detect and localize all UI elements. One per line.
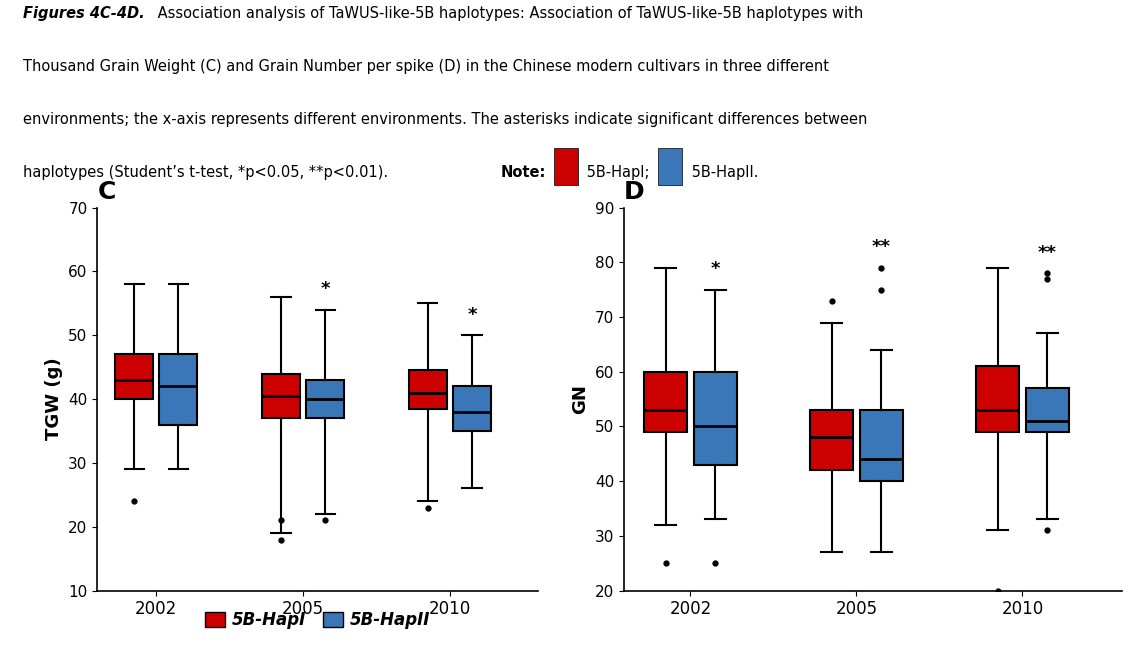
PathPatch shape — [262, 374, 300, 419]
Legend: 5B-HapI, 5B-HapII: 5B-HapI, 5B-HapII — [199, 604, 436, 635]
Text: D: D — [624, 180, 645, 204]
PathPatch shape — [306, 380, 345, 419]
PathPatch shape — [694, 372, 737, 465]
FancyBboxPatch shape — [658, 148, 682, 186]
Text: **: ** — [871, 238, 891, 256]
Y-axis label: TGW (g): TGW (g) — [45, 358, 63, 441]
PathPatch shape — [159, 354, 197, 424]
Text: Thousand Grain Weight (C) and Grain Number per spike (D) in the Chinese modern c: Thousand Grain Weight (C) and Grain Numb… — [23, 59, 829, 74]
Y-axis label: GN: GN — [571, 384, 590, 414]
PathPatch shape — [810, 410, 853, 471]
Text: environments; the x-axis represents different environments. The asterisks indica: environments; the x-axis represents diff… — [23, 112, 867, 127]
Text: 5B-HapII.: 5B-HapII. — [687, 165, 758, 180]
PathPatch shape — [976, 366, 1019, 432]
Text: *: * — [711, 260, 720, 278]
PathPatch shape — [453, 386, 491, 431]
Text: Note:: Note: — [502, 165, 546, 180]
Text: **: ** — [1037, 244, 1057, 262]
Text: *: * — [467, 306, 476, 324]
Text: C: C — [97, 180, 116, 204]
Text: haplotypes (Student’s t-test, *p<0.05, **p<0.01).: haplotypes (Student’s t-test, *p<0.05, *… — [23, 165, 393, 180]
PathPatch shape — [643, 372, 687, 432]
Text: 5B-HapI;: 5B-HapI; — [583, 165, 650, 180]
Text: Association analysis of TaWUS-like-5B haplotypes: Association of TaWUS-like-5B h: Association analysis of TaWUS-like-5B ha… — [152, 6, 863, 21]
FancyBboxPatch shape — [554, 148, 578, 186]
Text: *: * — [321, 280, 330, 299]
PathPatch shape — [114, 354, 153, 399]
PathPatch shape — [409, 371, 447, 409]
PathPatch shape — [1026, 388, 1069, 432]
Text: Figures 4C-4D.: Figures 4C-4D. — [23, 6, 144, 21]
PathPatch shape — [860, 410, 903, 481]
